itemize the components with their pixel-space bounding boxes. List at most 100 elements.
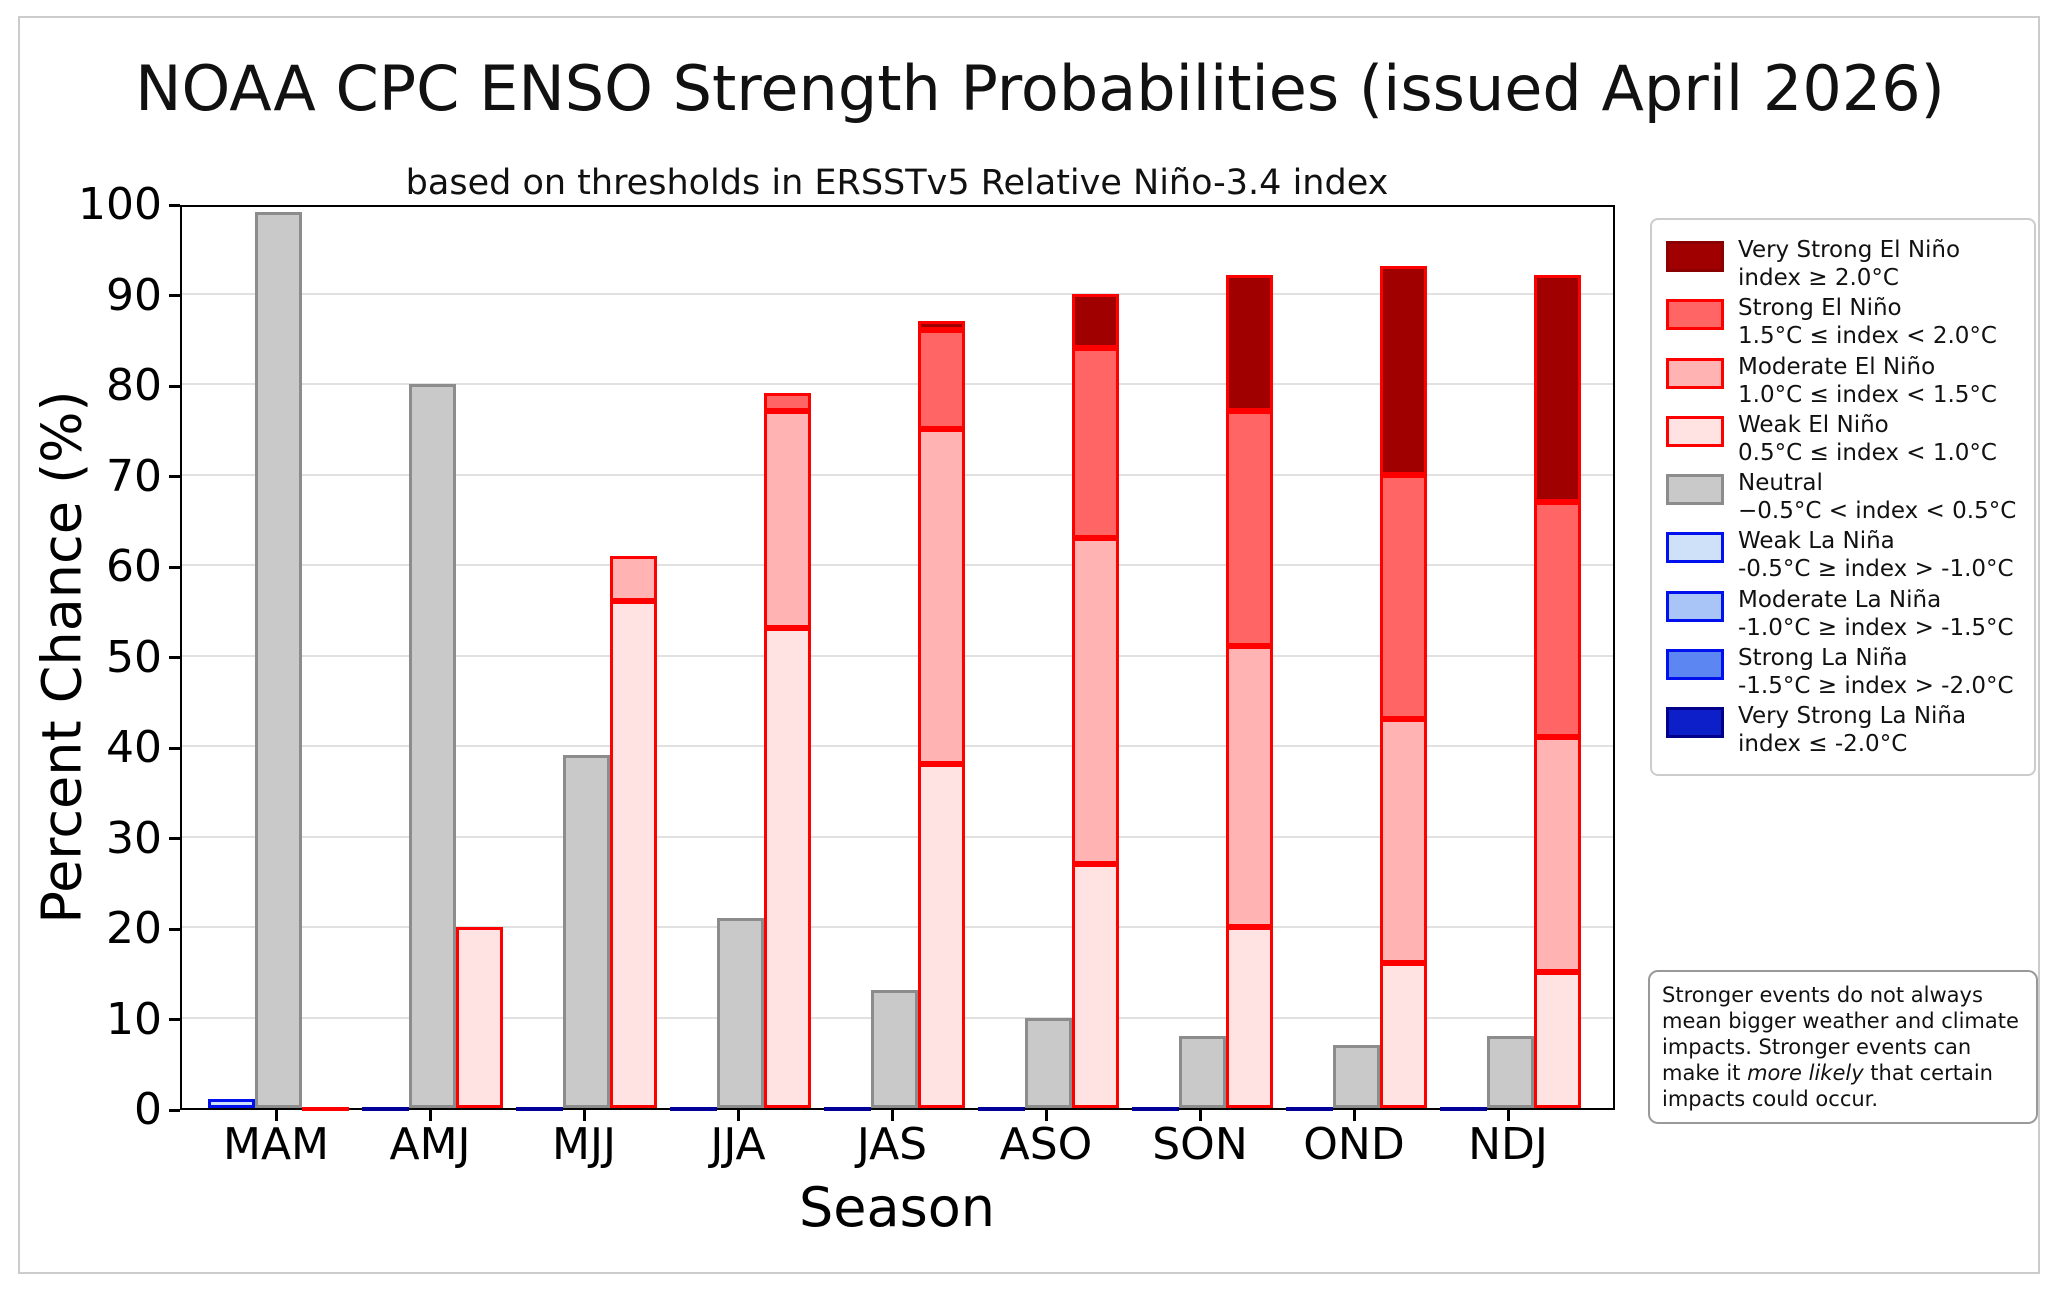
bar-segment-strong-el-niño — [763, 393, 811, 412]
bar-segment-strong-el-niño — [1379, 474, 1427, 719]
bar-segment-neutral — [408, 384, 456, 1108]
x-tick-label: JAS — [856, 1119, 928, 1170]
y-tick-mark — [169, 837, 180, 840]
y-tick-label: 30 — [106, 812, 162, 864]
note-text-italic: more likely — [1747, 1061, 1864, 1085]
bar-segment-neutral — [562, 755, 610, 1108]
legend-swatch-icon — [1666, 532, 1724, 564]
x-tick-mark — [274, 1110, 278, 1121]
bar-segment-neutral — [254, 212, 302, 1108]
bar-segment-neutral — [1024, 1017, 1072, 1108]
bar-segment-neutral — [716, 917, 764, 1108]
chart-subtitle: based on thresholds in ERSSTv5 Relative … — [405, 163, 1389, 203]
bar-segment-neutral — [1486, 1035, 1534, 1108]
bar-segment-neutral — [1332, 1044, 1380, 1108]
legend-entry-text: Neutral −0.5°C < index < 0.5°C — [1738, 470, 2017, 524]
legend-swatch-icon — [1666, 474, 1724, 505]
legend-entry-text: Weak La Niña -0.5°C ≥ index > -1.0°C — [1738, 528, 2014, 583]
zero-bar-la_nina — [669, 1107, 717, 1111]
bar-segment-weak-el-niño — [1533, 972, 1581, 1108]
bar-segment-neutral — [1178, 1035, 1226, 1108]
y-tick-label: 0 — [134, 1084, 162, 1135]
legend-swatch-icon — [1666, 648, 1724, 680]
y-tick-mark — [169, 746, 180, 750]
legend-entry-text: Strong El Niño 1.5°C ≤ index < 2.0°C — [1738, 295, 1997, 350]
x-tick-label: ASO — [999, 1119, 1093, 1170]
bar-segment-weak-el-niño — [1225, 927, 1273, 1108]
legend-entry-neutral: Neutral −0.5°C < index < 0.5°C — [1664, 469, 2022, 525]
bar-segment-moderate-el-niño — [763, 411, 811, 629]
x-tick-label: MAM — [222, 1119, 330, 1170]
legend-swatch-icon — [1666, 299, 1724, 331]
zero-bar-el_nino — [301, 1107, 349, 1111]
x-tick-mark — [428, 1110, 432, 1121]
legend-entry-text: Moderate La Niña -1.0°C ≥ index > -1.5°C — [1738, 586, 2014, 641]
gridline — [182, 383, 1613, 385]
x-tick-label: JJA — [710, 1119, 766, 1170]
bar-segment-very-strong-el-niño — [1379, 266, 1427, 475]
legend-entry-moderate-el-niño: Moderate El Niño 1.0°C ≤ index < 1.5°C — [1664, 353, 2022, 409]
y-tick-label: 100 — [78, 179, 162, 230]
bar-segment-weak-el-niño — [1379, 963, 1427, 1108]
chart-title: NOAA CPC ENSO Strength Probabilities (is… — [135, 52, 1945, 125]
bar-segment-weak-el-niño — [455, 927, 503, 1108]
zero-bar-la_nina — [515, 1107, 563, 1111]
y-tick-label: 50 — [106, 631, 162, 683]
x-tick-label: NDJ — [1468, 1119, 1548, 1170]
y-tick-label: 60 — [106, 541, 162, 592]
bar-segment-weak-el-niño — [763, 628, 811, 1108]
bar-segment-weak-el-niño — [1071, 863, 1119, 1108]
gridline — [182, 654, 1613, 657]
x-tick-mark — [1506, 1110, 1510, 1121]
y-tick-mark — [169, 1108, 180, 1112]
legend-entry-strong-la-niña: Strong La Niña -1.5°C ≥ index > -2.0°C — [1664, 644, 2022, 700]
x-tick-label: SON — [1152, 1119, 1248, 1170]
y-tick-label: 10 — [106, 993, 162, 1045]
legend-entry-very-strong-la-niña: Very Strong La Niña index ≤ -2.0°C — [1664, 702, 2022, 758]
x-tick-mark — [1044, 1110, 1048, 1121]
legend-entry-text: Very Strong La Niña index ≤ -2.0°C — [1738, 703, 1967, 757]
bar-segment-weak-la-niña — [207, 1098, 255, 1108]
legend-entry-strong-el-niño: Strong El Niño 1.5°C ≤ index < 2.0°C — [1664, 294, 2022, 350]
bar-segment-moderate-el-niño — [1071, 537, 1119, 864]
x-tick-label: OND — [1303, 1119, 1405, 1170]
x-tick-label: AMJ — [389, 1119, 471, 1170]
bar-segment-strong-el-niño — [1071, 347, 1119, 538]
note-text: Stronger events do not always mean bigge… — [1662, 983, 2019, 1085]
x-tick-mark — [582, 1110, 586, 1121]
zero-bar-la_nina — [1131, 1107, 1179, 1111]
y-tick-mark — [169, 1018, 180, 1021]
legend-entry-weak-la-niña: Weak La Niña -0.5°C ≥ index > -1.0°C — [1664, 527, 2022, 583]
zero-bar-la_nina — [1285, 1107, 1333, 1111]
bar-segment-weak-el-niño — [917, 764, 965, 1108]
zero-bar-la_nina — [823, 1107, 871, 1111]
x-axis-label: Season — [799, 1176, 995, 1239]
bar-segment-very-strong-el-niño — [917, 320, 965, 330]
x-tick-mark — [1198, 1110, 1202, 1121]
zero-bar-la_nina — [1439, 1107, 1487, 1111]
legend-swatch-icon — [1666, 707, 1724, 738]
zero-bar-la_nina — [361, 1107, 409, 1111]
legend-entry-very-strong-el-niño: Very Strong El Niño index ≥ 2.0°C — [1664, 236, 2022, 292]
y-tick-label: 70 — [106, 450, 162, 502]
y-tick-label: 80 — [106, 360, 162, 411]
bar-segment-weak-el-niño — [609, 601, 657, 1108]
gridline — [182, 835, 1613, 838]
legend-swatch-icon — [1666, 415, 1724, 447]
y-tick-mark — [169, 475, 180, 478]
legend-entry-weak-el-niño: Weak El Niño 0.5°C ≤ index < 1.0°C — [1664, 411, 2022, 467]
y-tick-mark — [169, 656, 180, 659]
y-tick-mark — [169, 203, 180, 207]
legend-swatch-icon — [1666, 241, 1724, 272]
gridline — [182, 292, 1613, 295]
legend-swatch-icon — [1666, 590, 1724, 622]
legend-entry-text: Moderate El Niño 1.0°C ≤ index < 1.5°C — [1738, 353, 1997, 408]
legend: Very Strong El Niño index ≥ 2.0°C Strong E… — [1650, 218, 2036, 776]
bar-segment-moderate-el-niño — [1225, 646, 1273, 927]
x-tick-mark — [890, 1110, 894, 1121]
y-tick-label: 20 — [106, 903, 162, 954]
legend-entry-text: Weak El Niño 0.5°C ≤ index < 1.0°C — [1738, 411, 1997, 466]
note-text-end: that certain impacts could occur. — [1662, 1061, 1993, 1111]
zero-bar-la_nina — [977, 1107, 1025, 1111]
